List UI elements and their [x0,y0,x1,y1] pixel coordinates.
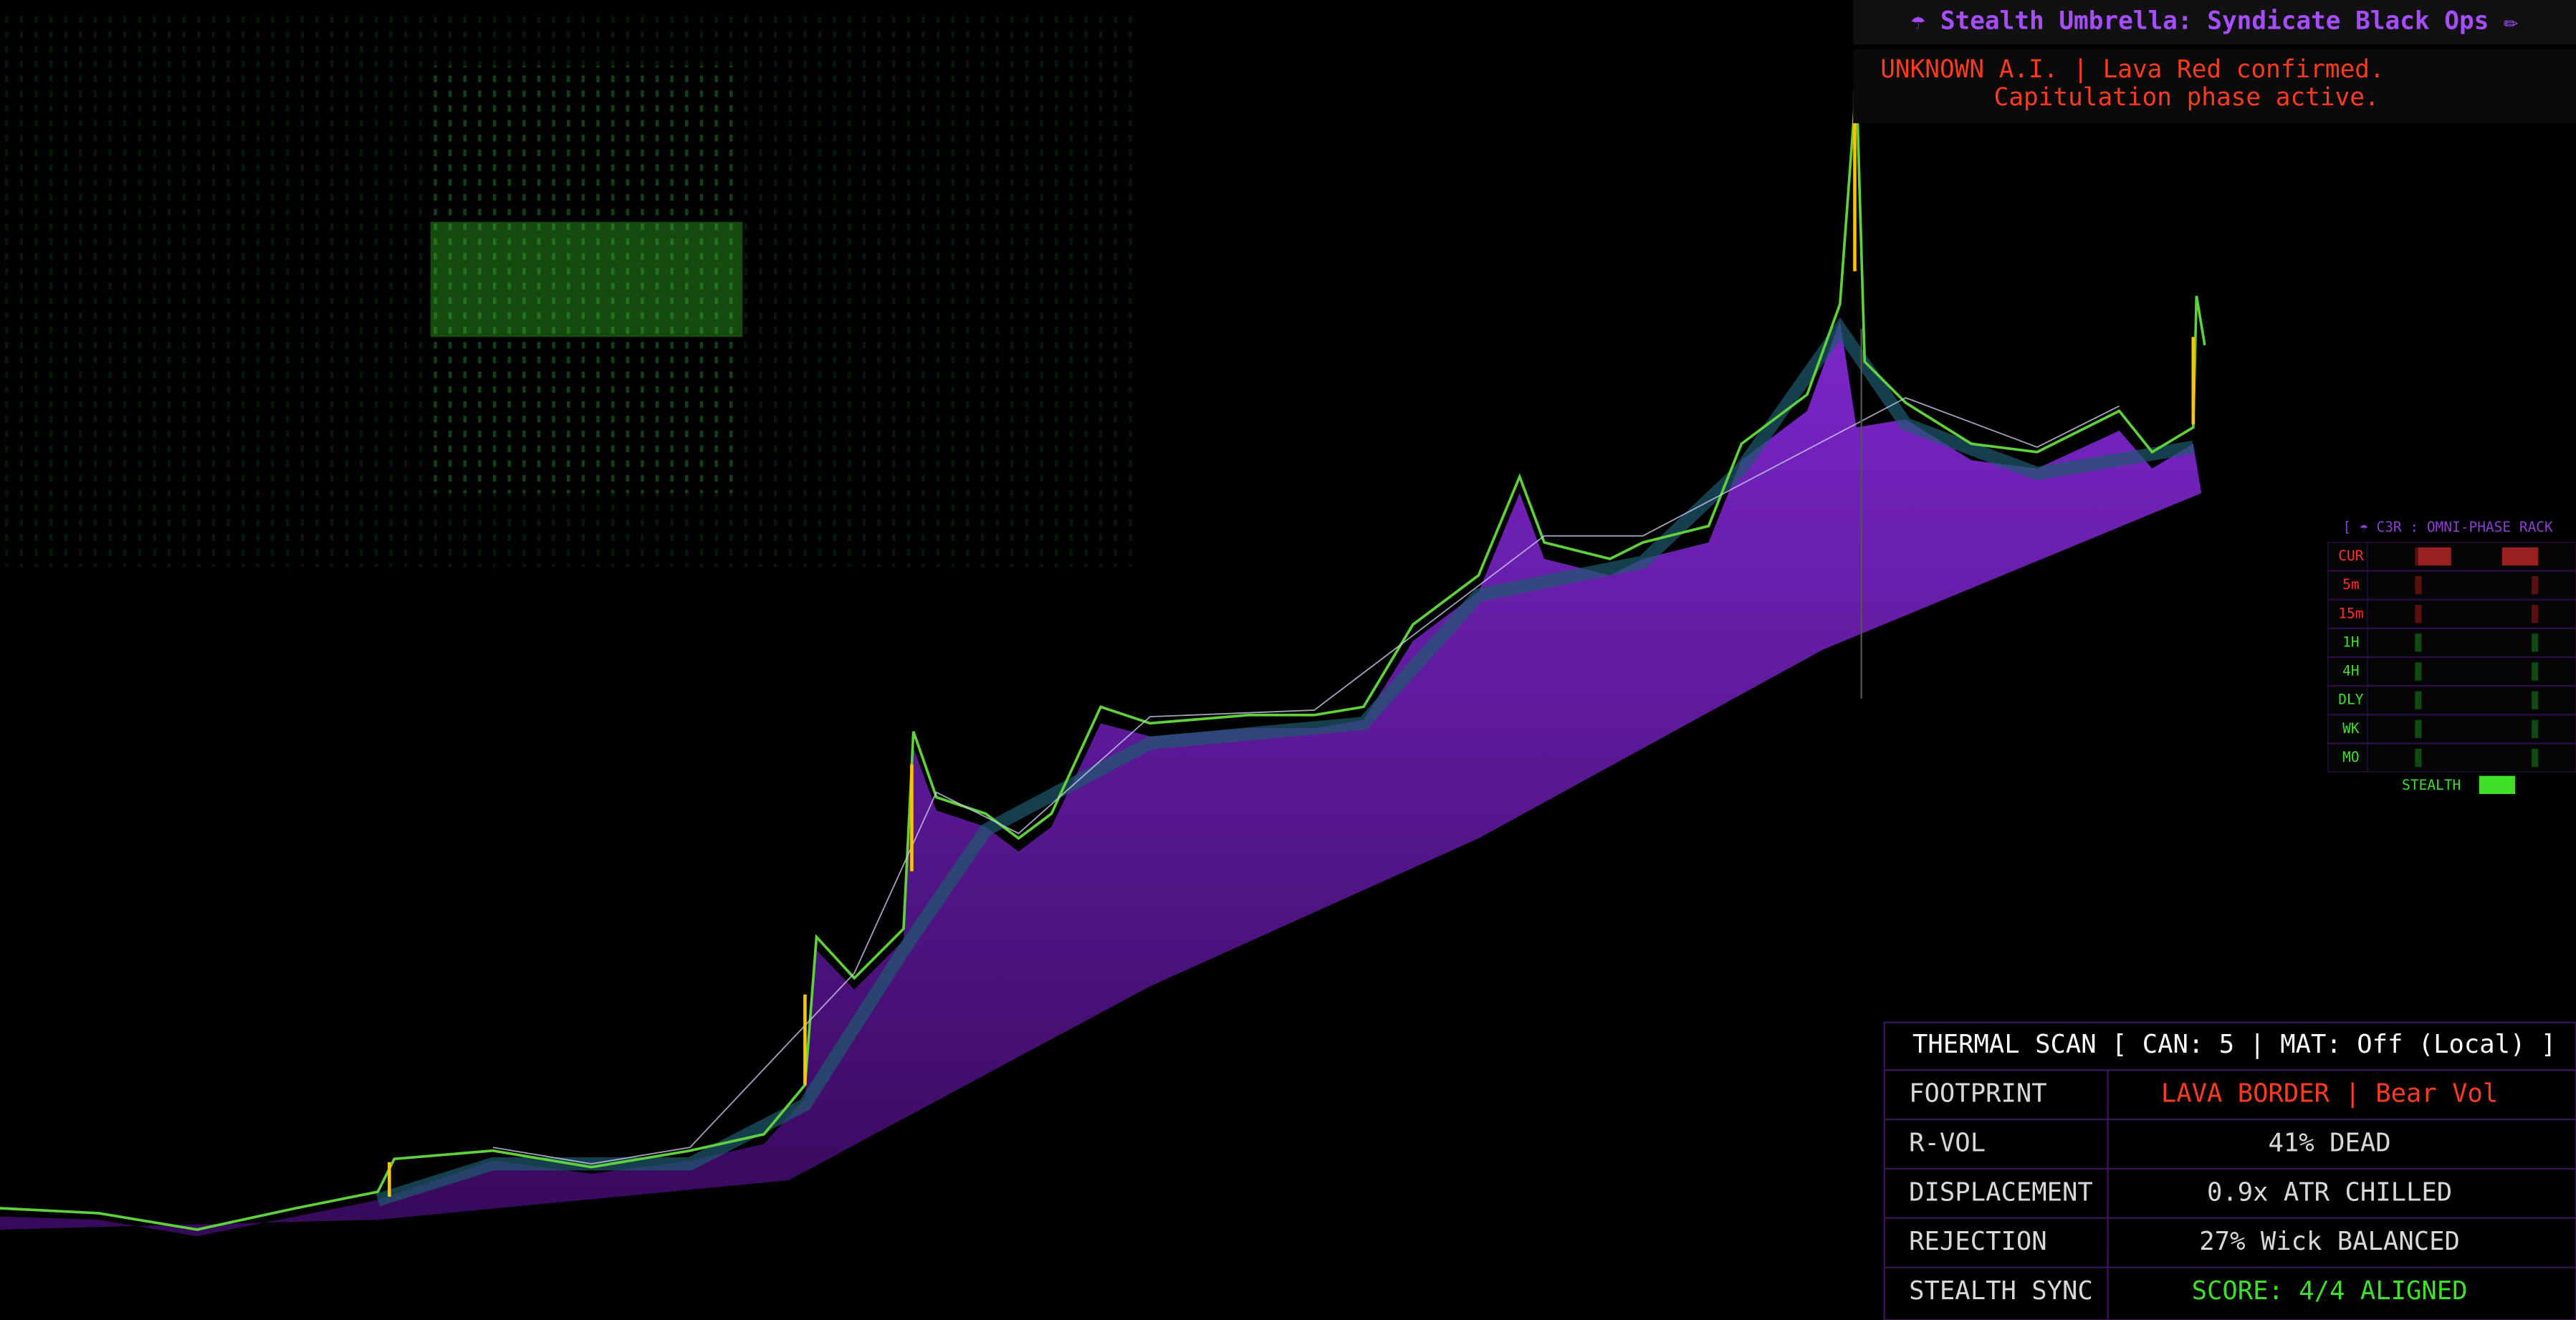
rack-cell [2415,719,2422,738]
rack-cell [2532,748,2539,767]
rack-cell [2532,719,2539,738]
rack-row [2327,743,2576,773]
rack-label: CUR [2338,547,2363,564]
rack-cell [2501,547,2539,566]
table-frame [1883,1021,2576,1320]
rack-label: DLY [2338,692,2363,708]
matrix-glow [430,221,743,338]
rack-row [2327,714,2576,744]
rack-row [2327,656,2576,687]
rack-cell [2532,691,2539,709]
rack-label: WK [2342,720,2360,737]
table-header: THERMAL SCAN [ CAN: 5 | MAT: Off (Local)… [1912,1030,2556,1059]
rack-cell [2415,605,2422,623]
rack-title: [ ☂ C3R : OMNI-PHASE RACK [2343,519,2553,535]
table-value: 41% DEAD [2269,1129,2391,1158]
table-label: DISPLACEMENT [1909,1177,2093,1207]
rack-cell [2415,633,2422,652]
rack-row [2327,628,2576,658]
rack-cell [2415,576,2422,595]
table-label: STEALTH SYNC [1909,1276,2093,1306]
rack-label: MO [2342,749,2359,765]
rack-cell [2532,605,2539,623]
table-value: 0.9x ATR CHILLED [2207,1177,2452,1207]
rack-cell [2418,547,2451,566]
rack: [ ☂ C3R : OMNI-PHASE RACK CUR 5m 15m 1H 4H DL… [2327,519,2576,794]
matrix-core [423,65,744,494]
trend-band [375,317,2195,1207]
table-label: R-VOL [1909,1129,1986,1158]
rack-label: 5m [2342,576,2359,593]
table-value: 27% Wick BALANCED [2199,1227,2460,1256]
rack-cell [2415,748,2422,767]
rack-stealth-box [2479,775,2516,794]
alert-line: Capitulation phase active. [1994,83,2380,112]
table-label: FOOTPRINT [1909,1079,2046,1109]
rack-label: 15m [2338,605,2363,621]
rack-label: 1H [2342,633,2359,650]
price-wicks [492,397,2120,1165]
volume-area [0,320,2202,1237]
rack-cell [2532,633,2539,652]
rack-cell [2532,576,2539,595]
alert-line: UNKNOWN A.I. | Lava Red confirmed. [1880,55,2384,84]
rack-row [2327,686,2576,715]
rack-cell [2415,662,2422,681]
rack-cell [2415,691,2422,709]
rack-label: 4H [2342,663,2359,679]
thermal-table: THERMAL SCAN [ CAN: 5 | MAT: Off (Local)… [1883,1021,2576,1320]
header-box [1853,0,2576,44]
rack-cell [2532,662,2539,681]
table-value: LAVA BORDER | Bear Vol [2161,1079,2499,1109]
rack-stealth-label: STEALTH [2402,777,2461,793]
rack-row [2327,542,2576,571]
rack-row [2327,570,2576,600]
table-label: REJECTION [1909,1227,2046,1256]
header-title: ☂ Stealth Umbrella: Syndicate Black Ops … [1910,6,2519,35]
price-line [0,82,2206,1231]
alert-box [1853,49,2576,124]
rack-row [2327,599,2576,628]
table-value: SCORE: 4/4 ALIGNED [2192,1276,2468,1306]
